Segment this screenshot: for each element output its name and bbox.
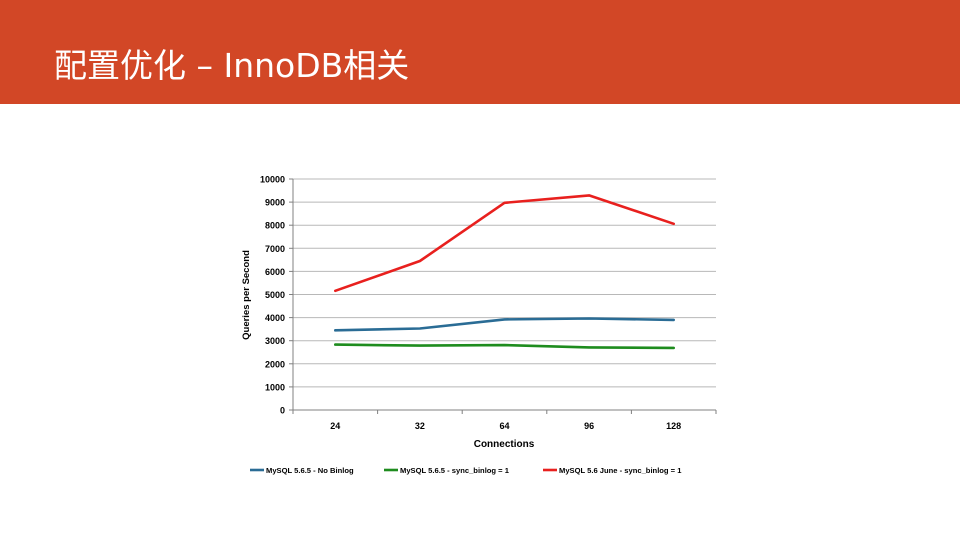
legend: MySQL 5.6.5 - No Binlog MySQL 5.6.5 - syn… bbox=[250, 466, 682, 475]
legend-label: MySQL 5.6.5 - sync_binlog = 1 bbox=[400, 466, 510, 475]
x-tick-label: 64 bbox=[499, 421, 509, 431]
series-line-3 bbox=[335, 195, 673, 290]
y-tick-label: 3000 bbox=[265, 336, 285, 346]
y-tick-label: 4000 bbox=[265, 313, 285, 323]
y-tick-label: 2000 bbox=[265, 359, 285, 369]
legend-label: MySQL 5.6 June - sync_binlog = 1 bbox=[559, 466, 682, 475]
x-tick-label: 24 bbox=[330, 421, 340, 431]
y-tick-label: 7000 bbox=[265, 244, 285, 254]
y-tick-label: 10000 bbox=[260, 175, 285, 185]
x-tick-label: 32 bbox=[415, 421, 425, 431]
y-tick-label: 6000 bbox=[265, 267, 285, 277]
y-tick-label: 9000 bbox=[265, 198, 285, 208]
y-tick-label: 8000 bbox=[265, 221, 285, 231]
y-axis-label: Queries per Second bbox=[241, 250, 252, 340]
x-axis-label: Connections bbox=[474, 439, 535, 450]
series-line-1 bbox=[335, 319, 673, 331]
legend-label: MySQL 5.6.5 - No Binlog bbox=[266, 466, 354, 475]
y-tick-label: 1000 bbox=[265, 382, 285, 392]
y-tick-label: 5000 bbox=[265, 290, 285, 300]
y-tick-label: 0 bbox=[280, 406, 285, 416]
x-tick-label: 128 bbox=[666, 421, 681, 431]
x-tick-label: 96 bbox=[584, 421, 594, 431]
